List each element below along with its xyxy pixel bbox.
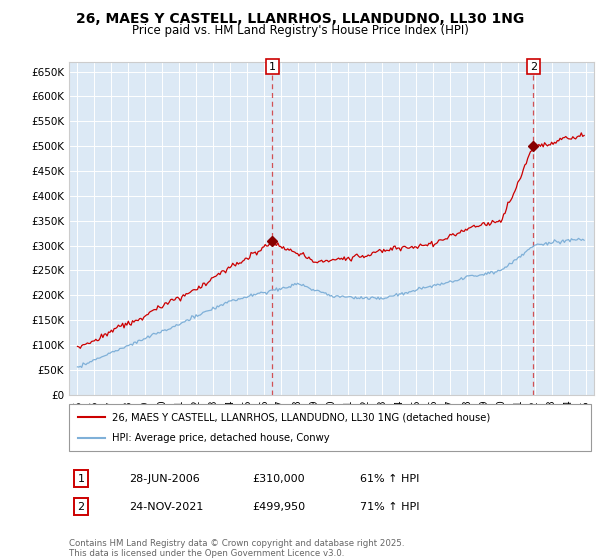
Text: 26, MAES Y CASTELL, LLANRHOS, LLANDUDNO, LL30 1NG: 26, MAES Y CASTELL, LLANRHOS, LLANDUDNO,… — [76, 12, 524, 26]
Text: 26, MAES Y CASTELL, LLANRHOS, LLANDUDNO, LL30 1NG (detached house): 26, MAES Y CASTELL, LLANRHOS, LLANDUDNO,… — [112, 412, 490, 422]
Text: Contains HM Land Registry data © Crown copyright and database right 2025.
This d: Contains HM Land Registry data © Crown c… — [69, 539, 404, 558]
Text: 2: 2 — [530, 62, 537, 72]
Text: £499,950: £499,950 — [252, 502, 305, 512]
Text: 28-JUN-2006: 28-JUN-2006 — [129, 474, 200, 484]
Text: 1: 1 — [269, 62, 276, 72]
Text: 2: 2 — [77, 502, 85, 512]
Text: £310,000: £310,000 — [252, 474, 305, 484]
Text: 71% ↑ HPI: 71% ↑ HPI — [360, 502, 419, 512]
Text: HPI: Average price, detached house, Conwy: HPI: Average price, detached house, Conw… — [112, 433, 330, 443]
Text: 61% ↑ HPI: 61% ↑ HPI — [360, 474, 419, 484]
Text: 24-NOV-2021: 24-NOV-2021 — [129, 502, 203, 512]
Text: Price paid vs. HM Land Registry's House Price Index (HPI): Price paid vs. HM Land Registry's House … — [131, 24, 469, 37]
Text: 1: 1 — [77, 474, 85, 484]
